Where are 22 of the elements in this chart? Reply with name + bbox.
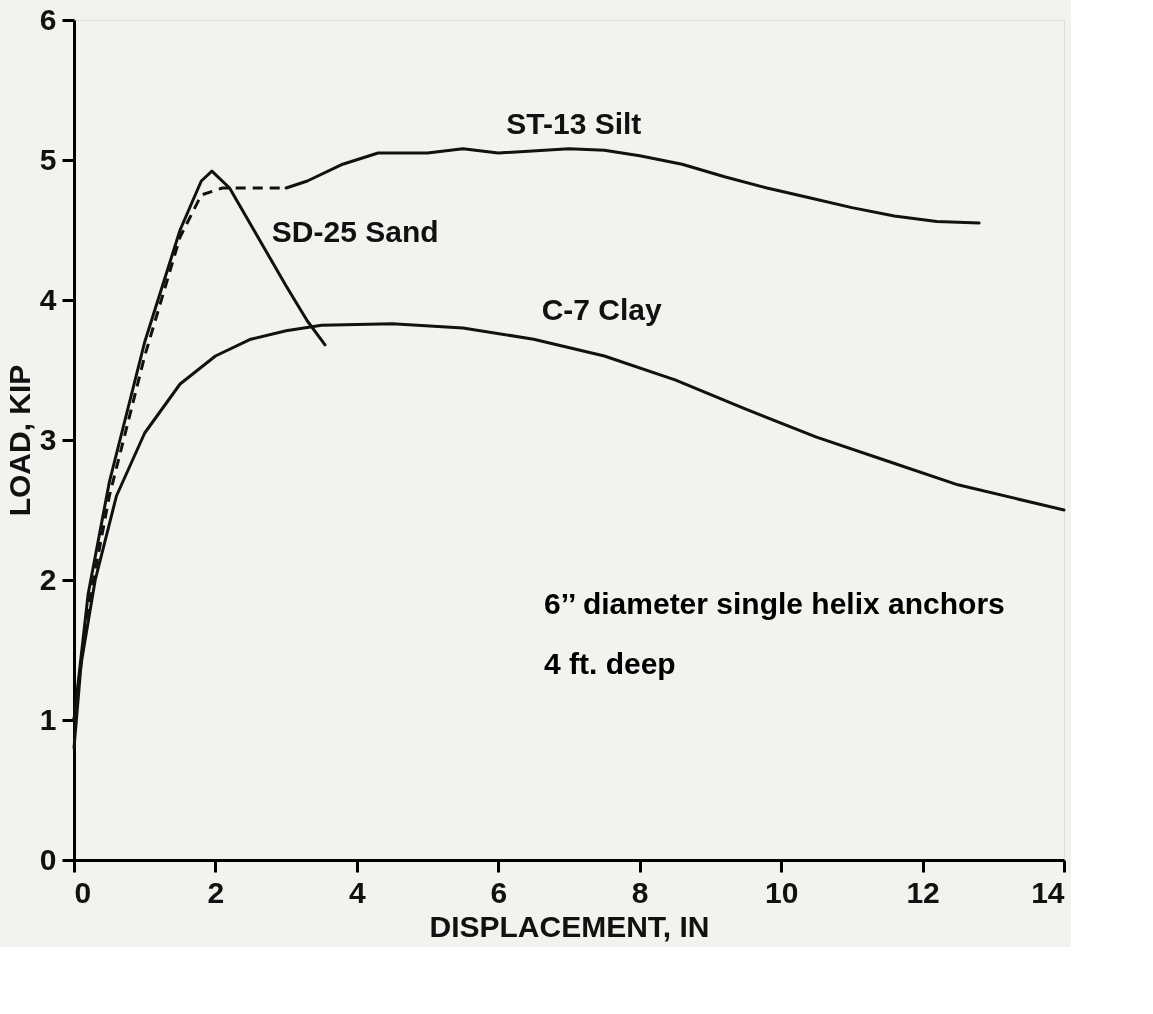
y-tick-label: 5 — [39, 142, 57, 176]
series-label: ST-13 Silt — [506, 107, 642, 140]
y-tick-label: 1 — [39, 702, 57, 736]
x-tick-label: 14 — [1031, 875, 1065, 909]
series-label: C-7 Clay — [541, 293, 662, 327]
x-tick-label: 8 — [631, 875, 649, 909]
y-tick-label: 6 — [39, 2, 57, 36]
x-tick-label: 6 — [490, 875, 508, 909]
x-tick-label: 4 — [349, 875, 367, 909]
y-tick-label: 0 — [39, 842, 57, 876]
x-tick-label: 2 — [207, 875, 225, 909]
x-axis-title: DISPLACEMENT, IN — [429, 909, 710, 943]
y-tick-label: 3 — [39, 422, 57, 456]
x-tick-label: 10 — [764, 875, 799, 909]
x-tick-label: 0 — [74, 875, 92, 909]
annotation: 6’’ diameter single helix anchors — [544, 587, 1005, 620]
x-tick-label: 12 — [906, 875, 940, 909]
annotation: 4 ft. deep — [544, 647, 676, 680]
y-axis-title: LOAD, KIP — [2, 364, 36, 517]
series-label: SD-25 Sand — [271, 215, 439, 248]
y-tick-label: 2 — [39, 562, 57, 596]
y-tick-label: 4 — [39, 282, 57, 316]
